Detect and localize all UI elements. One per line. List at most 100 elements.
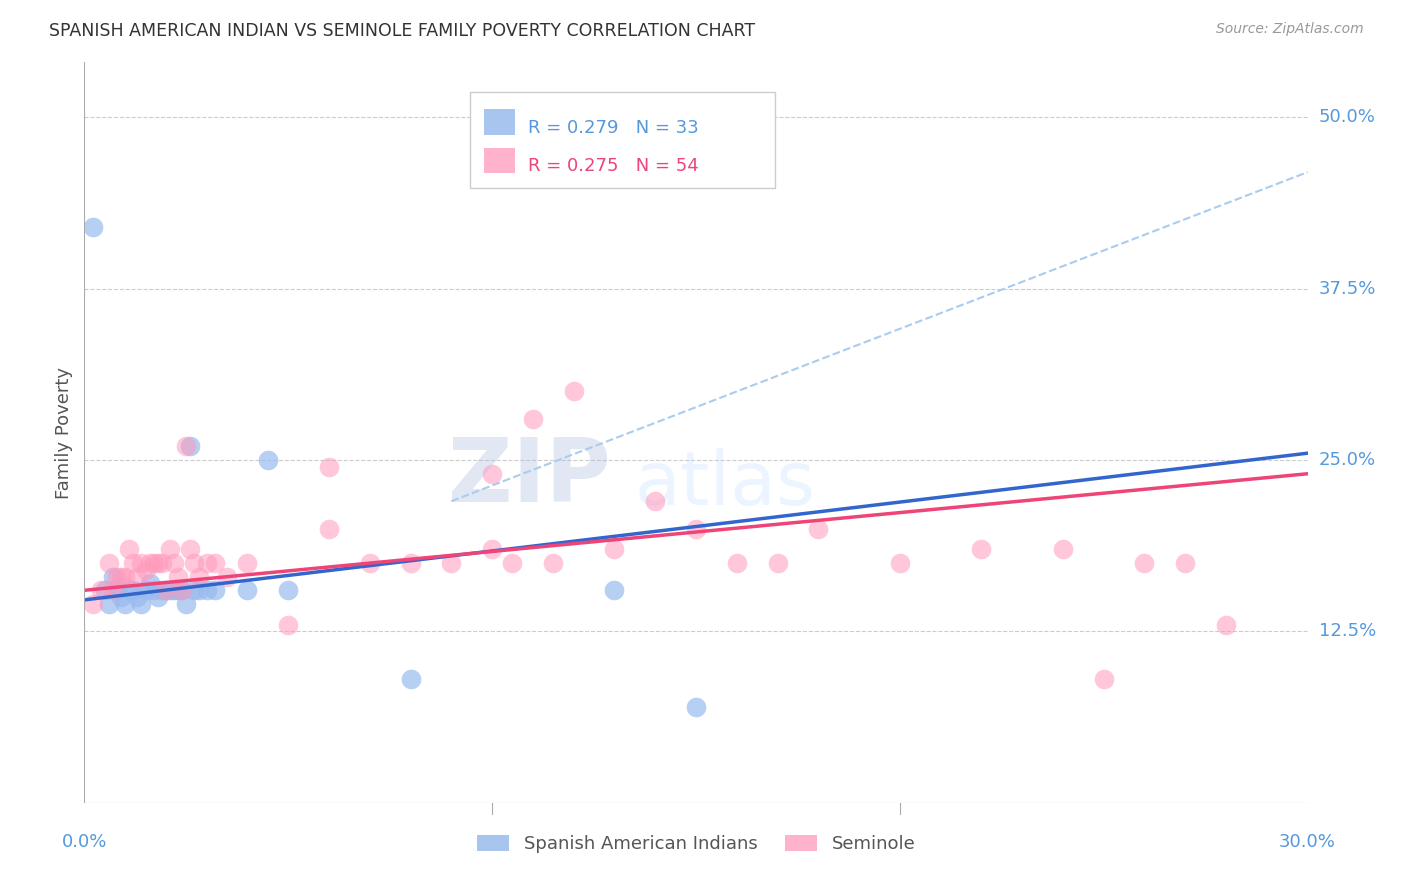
Point	[1215, 617, 1237, 632]
Point	[174, 439, 197, 453]
Y-axis label: Family Poverty: Family Poverty	[55, 367, 73, 499]
Point	[159, 542, 181, 557]
Point	[187, 569, 209, 583]
Point	[172, 583, 194, 598]
Point	[127, 590, 149, 604]
Point	[195, 583, 218, 598]
Point	[603, 583, 626, 598]
Bar	[484, 147, 515, 173]
Point	[114, 597, 136, 611]
Point	[174, 597, 197, 611]
Point	[807, 522, 830, 536]
Point	[146, 556, 169, 570]
Point	[150, 556, 173, 570]
Point	[277, 617, 299, 632]
Point	[163, 583, 186, 598]
Point	[179, 439, 201, 453]
Point	[277, 583, 299, 598]
Point	[146, 590, 169, 604]
Point	[155, 583, 177, 598]
Point	[236, 583, 259, 598]
Point	[122, 583, 145, 598]
FancyBboxPatch shape	[470, 92, 776, 188]
Text: atlas: atlas	[636, 448, 815, 521]
Text: 0.0%: 0.0%	[62, 833, 107, 851]
Point	[101, 583, 124, 598]
Point	[135, 563, 157, 577]
Point	[118, 583, 141, 598]
Point	[114, 569, 136, 583]
Point	[97, 556, 120, 570]
Point	[101, 569, 124, 583]
Point	[122, 556, 145, 570]
Point	[603, 542, 626, 557]
Point	[522, 412, 544, 426]
Point	[187, 583, 209, 598]
Point	[1052, 542, 1074, 557]
Text: 30.0%: 30.0%	[1279, 833, 1336, 851]
Point	[138, 556, 160, 570]
Point	[167, 569, 190, 583]
Point	[82, 597, 104, 611]
Text: 12.5%: 12.5%	[1319, 623, 1376, 640]
Point	[1133, 556, 1156, 570]
Point	[204, 556, 226, 570]
Point	[766, 556, 789, 570]
Point	[502, 556, 524, 570]
Point	[359, 556, 381, 570]
Text: 25.0%: 25.0%	[1319, 451, 1376, 469]
Point	[562, 384, 585, 399]
Point	[970, 542, 993, 557]
Point	[318, 522, 340, 536]
Point	[183, 583, 205, 598]
Text: R = 0.279   N = 33: R = 0.279 N = 33	[529, 119, 699, 136]
Point	[725, 556, 748, 570]
Point	[685, 699, 707, 714]
Point	[167, 583, 190, 598]
Point	[1174, 556, 1197, 570]
Text: R = 0.275   N = 54: R = 0.275 N = 54	[529, 157, 699, 175]
Point	[82, 219, 104, 234]
Point	[1092, 673, 1115, 687]
Point	[90, 583, 112, 598]
Point	[110, 569, 132, 583]
Point	[644, 494, 666, 508]
Point	[481, 542, 503, 557]
Point	[97, 597, 120, 611]
Point	[131, 556, 153, 570]
Point	[159, 583, 181, 598]
Point	[399, 673, 422, 687]
Point	[179, 542, 201, 557]
Point	[155, 583, 177, 598]
Point	[93, 583, 115, 598]
Text: Source: ZipAtlas.com: Source: ZipAtlas.com	[1216, 22, 1364, 37]
Point	[127, 569, 149, 583]
Point	[118, 542, 141, 557]
Bar	[484, 109, 515, 135]
Point	[217, 569, 239, 583]
Point	[543, 556, 565, 570]
Point	[142, 556, 165, 570]
Point	[105, 569, 128, 583]
Point	[150, 583, 173, 598]
Point	[142, 583, 165, 598]
Legend: Spanish American Indians, Seminole: Spanish American Indians, Seminole	[470, 828, 922, 861]
Point	[685, 522, 707, 536]
Point	[135, 583, 157, 598]
Point	[318, 459, 340, 474]
Point	[440, 556, 463, 570]
Point	[236, 556, 259, 570]
Point	[163, 556, 186, 570]
Point	[399, 556, 422, 570]
Point	[105, 583, 128, 598]
Point	[183, 556, 205, 570]
Point	[257, 453, 280, 467]
Text: ZIP: ZIP	[447, 434, 610, 521]
Point	[481, 467, 503, 481]
Text: 37.5%: 37.5%	[1319, 280, 1376, 298]
Point	[110, 590, 132, 604]
Text: 50.0%: 50.0%	[1319, 108, 1375, 127]
Text: SPANISH AMERICAN INDIAN VS SEMINOLE FAMILY POVERTY CORRELATION CHART: SPANISH AMERICAN INDIAN VS SEMINOLE FAMI…	[49, 22, 755, 40]
Point	[204, 583, 226, 598]
Point	[195, 556, 218, 570]
